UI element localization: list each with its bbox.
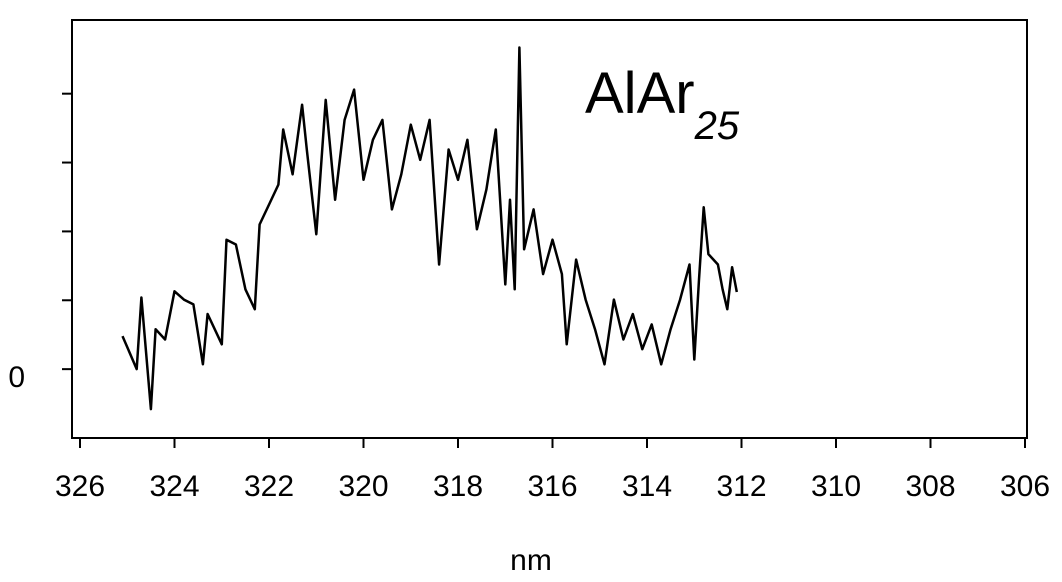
annotation-text: AlAr <box>585 61 695 126</box>
y-tick-label: 0 <box>8 361 25 394</box>
x-tick-label: 326 <box>55 470 105 503</box>
x-tick-label: 318 <box>433 470 483 503</box>
x-tick-label: 322 <box>244 470 294 503</box>
x-tick-label: 316 <box>527 470 577 503</box>
annotation: AlAr25 <box>585 61 740 147</box>
spectrum-line <box>121 46 739 411</box>
x-tick-label: 314 <box>622 470 672 503</box>
plot-frame <box>71 19 1028 439</box>
x-tick-label: 320 <box>338 470 388 503</box>
x-axis-label: nm <box>510 544 552 577</box>
x-tick-label: 310 <box>811 470 861 503</box>
annotation-subscript: 25 <box>694 104 740 148</box>
x-tick-label: 312 <box>716 470 766 503</box>
x-tick-label: 308 <box>905 470 955 503</box>
x-tick-label: 324 <box>149 470 199 503</box>
x-tick-label: 306 <box>1000 470 1050 503</box>
